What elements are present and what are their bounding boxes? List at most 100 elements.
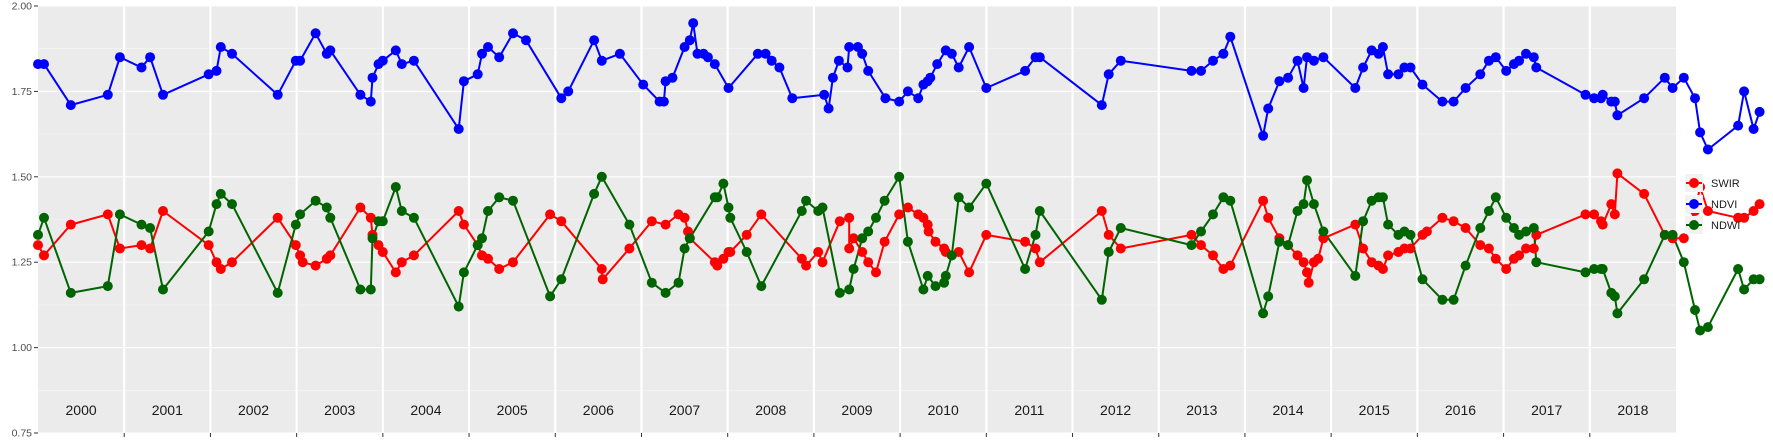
ndvi-point bbox=[1350, 83, 1361, 93]
ndvi-point bbox=[589, 35, 600, 46]
ndvi-point bbox=[1274, 76, 1285, 87]
swir-point bbox=[1748, 206, 1759, 216]
legend-key-marker bbox=[1689, 220, 1699, 230]
ndvi-point bbox=[1103, 69, 1114, 80]
swir-point bbox=[215, 264, 226, 274]
ndwi-point bbox=[1350, 270, 1361, 281]
ndvi-point bbox=[932, 59, 943, 70]
ndvi-point bbox=[964, 42, 975, 52]
ndvi-point bbox=[203, 69, 214, 80]
ndvi-point bbox=[1609, 96, 1620, 107]
ndvi-point bbox=[1298, 83, 1309, 93]
swir-point bbox=[33, 240, 43, 251]
ndwi-point bbox=[1034, 206, 1045, 216]
swir-point bbox=[923, 226, 934, 237]
ndwi-point bbox=[712, 192, 723, 203]
ndwi-point bbox=[1678, 257, 1689, 268]
swir-point bbox=[1421, 226, 1432, 237]
ndwi-point bbox=[1283, 240, 1294, 251]
ndwi-point bbox=[290, 219, 301, 230]
year-label: 2001 bbox=[152, 402, 183, 418]
swir-point bbox=[1383, 250, 1394, 261]
ndvi-point bbox=[39, 59, 49, 70]
ndwi-point bbox=[1258, 308, 1269, 319]
ndvi-point bbox=[1667, 83, 1678, 93]
swir-point bbox=[508, 257, 518, 268]
ndvi-point bbox=[1020, 65, 1031, 76]
ndwi-point bbox=[1508, 223, 1519, 233]
ndwi-point bbox=[1358, 216, 1369, 227]
ndvi-point bbox=[390, 45, 401, 56]
ndwi-point bbox=[396, 206, 407, 216]
ndwi-point bbox=[377, 216, 388, 227]
ndvi-point bbox=[102, 89, 113, 100]
ndwi-point bbox=[1521, 226, 1531, 237]
ndwi-point bbox=[33, 229, 43, 240]
ndwi-point bbox=[203, 226, 214, 237]
swir-point bbox=[310, 260, 321, 271]
ndvi-point bbox=[1678, 72, 1689, 83]
ndvi-point bbox=[215, 42, 226, 52]
swir-point bbox=[1313, 253, 1324, 264]
year-label: 2000 bbox=[66, 402, 97, 418]
ndvi-point bbox=[1514, 55, 1525, 66]
year-labels: 2000 2001 2002 2003 2004 2005 2006 2007 2008 2009… bbox=[66, 402, 1649, 418]
swir-point bbox=[1702, 206, 1713, 216]
swir-point bbox=[1358, 243, 1369, 254]
ndvi-point bbox=[902, 86, 913, 97]
y-tick-label: 1.25 bbox=[12, 257, 33, 269]
swir-point bbox=[136, 240, 147, 251]
ndvi-point bbox=[1490, 52, 1501, 63]
ndvi-point bbox=[1448, 96, 1459, 107]
ndvi-point bbox=[483, 42, 493, 52]
ndwi-point bbox=[1437, 294, 1448, 305]
swir-point bbox=[545, 209, 556, 220]
ndvi-point bbox=[1115, 55, 1126, 66]
ndvi-point bbox=[1405, 62, 1416, 73]
year-label: 2010 bbox=[928, 402, 959, 418]
ndvi-point bbox=[953, 62, 964, 73]
swir-point bbox=[1115, 243, 1126, 254]
ndwi-point bbox=[1030, 229, 1041, 240]
swir-point bbox=[1303, 277, 1314, 288]
ndwi-point bbox=[367, 233, 378, 244]
swir-point bbox=[1225, 260, 1236, 271]
y-axis: 0.75 1.00 1.25 1.50 1.75 2.00 bbox=[12, 1, 1591, 440]
ndwi-point bbox=[483, 206, 493, 216]
ndvi-point bbox=[377, 55, 388, 66]
ndwi-point bbox=[1483, 206, 1494, 216]
y-tick-label: 1.00 bbox=[12, 342, 33, 354]
ndwi-point bbox=[1292, 206, 1303, 216]
swir-point bbox=[1501, 264, 1512, 274]
ndvi-point bbox=[679, 42, 690, 52]
ndvi-point bbox=[1528, 52, 1539, 63]
year-label: 2005 bbox=[497, 402, 528, 418]
ndvi-point bbox=[472, 69, 483, 80]
ndvi-point bbox=[638, 79, 649, 90]
ndwi-point bbox=[1612, 308, 1623, 319]
ndwi-point bbox=[1589, 264, 1600, 274]
year-label: 2012 bbox=[1100, 402, 1131, 418]
swir-point bbox=[65, 219, 76, 230]
ndvi-point bbox=[1417, 79, 1428, 90]
y-tick-label: 2.00 bbox=[12, 1, 33, 13]
ndwi-point bbox=[1639, 274, 1650, 285]
ndwi-point bbox=[1225, 195, 1236, 206]
ndvi-point bbox=[774, 62, 785, 73]
ndvi-point bbox=[211, 65, 222, 76]
ndwi-point bbox=[494, 192, 505, 203]
ndvi-point bbox=[1383, 69, 1394, 80]
ndwi-point bbox=[1609, 291, 1620, 302]
year-label: 2004 bbox=[410, 402, 441, 418]
ndwi-point bbox=[1302, 175, 1312, 186]
ndvi-point bbox=[408, 55, 419, 66]
swir-point bbox=[396, 257, 407, 268]
ndwi-point bbox=[902, 236, 913, 247]
ndwi-point bbox=[114, 209, 125, 220]
ndwi-point bbox=[1528, 223, 1539, 233]
ndwi-point bbox=[796, 206, 807, 216]
ndvi-point bbox=[396, 59, 407, 70]
ndwi-point bbox=[453, 301, 464, 312]
